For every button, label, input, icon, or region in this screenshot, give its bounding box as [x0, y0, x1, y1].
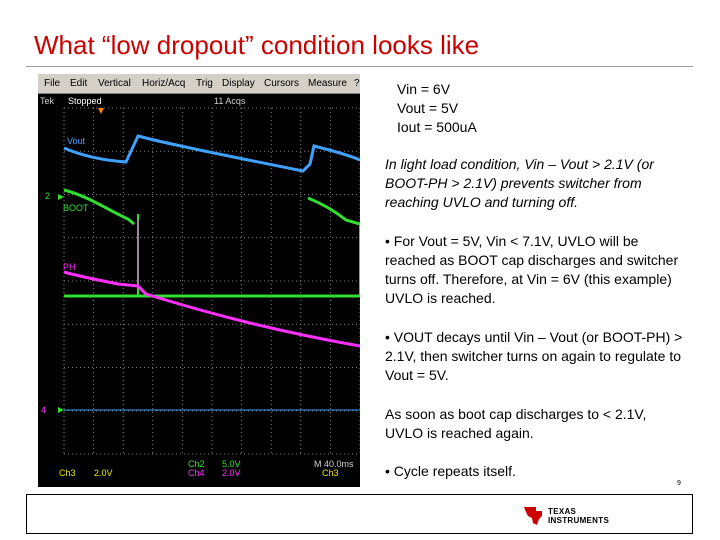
ch2-marker: 2 [45, 191, 51, 201]
ch4-readout-label: Ch4 [188, 468, 205, 478]
menu-edit[interactable]: Edit [70, 78, 88, 89]
menu-measure[interactable]: Measure [308, 78, 347, 89]
menu-horiz-acq[interactable]: Horiz/Acq [142, 78, 186, 89]
ch2-level-marker [58, 194, 64, 200]
boot-channel-label: BOOT [63, 203, 89, 213]
bullet-cycle: • Cycle repeats itself. [385, 463, 516, 479]
vout-value: Vout = 5V [397, 100, 459, 116]
trigger-source: Ch3 [322, 468, 339, 478]
page-number: 9 [677, 480, 681, 487]
acq-count: 11 Acqs [214, 96, 246, 106]
footer-bar [26, 494, 693, 534]
scope-statusbar: Tek Stopped 11 Acqs [38, 94, 360, 108]
ch4-marker: 4 [41, 405, 47, 415]
boot-cap-note: As soon as boot cap discharges to < 2.1V… [385, 406, 647, 441]
tek-label: Tek [40, 96, 55, 106]
boot-waveform-late [307, 196, 360, 226]
ch3-scale: 2.0V [94, 468, 113, 478]
slide-title: What “low dropout” condition looks like [34, 30, 480, 60]
bullet-vout-decay: • VOUT decays until Vin – Vout (or BOOT-… [385, 329, 683, 383]
intro-note: In light load condition, Vin – Vout > 2.… [385, 156, 654, 210]
scope-menubar: File Edit Vertical Horiz/Acq Trig Displa… [38, 74, 360, 94]
trigger-position-marker [98, 108, 104, 114]
iout-value: Iout = 500uA [397, 119, 477, 135]
ch4-level-marker [58, 407, 64, 413]
ti-logo-line2: INSTRUMENTS [548, 516, 610, 525]
title-divider [26, 66, 693, 67]
menu-trig[interactable]: Trig [196, 78, 213, 89]
ph-channel-label: PH [63, 262, 76, 272]
timebase-readout: M 40.0ms [314, 459, 354, 469]
help-icon[interactable]: ? [354, 78, 360, 89]
ch3-readout-label: Ch3 [59, 468, 76, 478]
vout-waveform [63, 134, 360, 173]
ch2-readout-label: Ch2 [188, 459, 205, 469]
vin-value: Vin = 6V [397, 81, 451, 97]
ch4-scale: 2.0V [222, 468, 241, 478]
boot-waveform-early [63, 188, 135, 226]
acq-status: Stopped [68, 96, 102, 106]
menu-display[interactable]: Display [222, 78, 255, 89]
menu-cursors[interactable]: Cursors [264, 78, 300, 89]
menu-vertical[interactable]: Vertical [98, 78, 131, 89]
ch2-scale: 5.0V [222, 459, 241, 469]
ph-waveform [63, 270, 360, 348]
ti-logo-line1: TEXAS [548, 507, 577, 516]
test-conditions: Vin = 6V Vout = 5V Iout = 500uA [397, 80, 477, 137]
ti-state-icon [524, 507, 542, 525]
oscilloscope-screenshot: File Edit Vertical Horiz/Acq Trig Displa… [38, 74, 360, 487]
scope-waveform-display [58, 107, 360, 455]
bullet-uvlo: • For Vout = 5V, Vin < 7.1V, UVLO will b… [385, 233, 679, 306]
vout-channel-label: Vout [67, 136, 86, 146]
menu-file[interactable]: File [44, 78, 61, 89]
